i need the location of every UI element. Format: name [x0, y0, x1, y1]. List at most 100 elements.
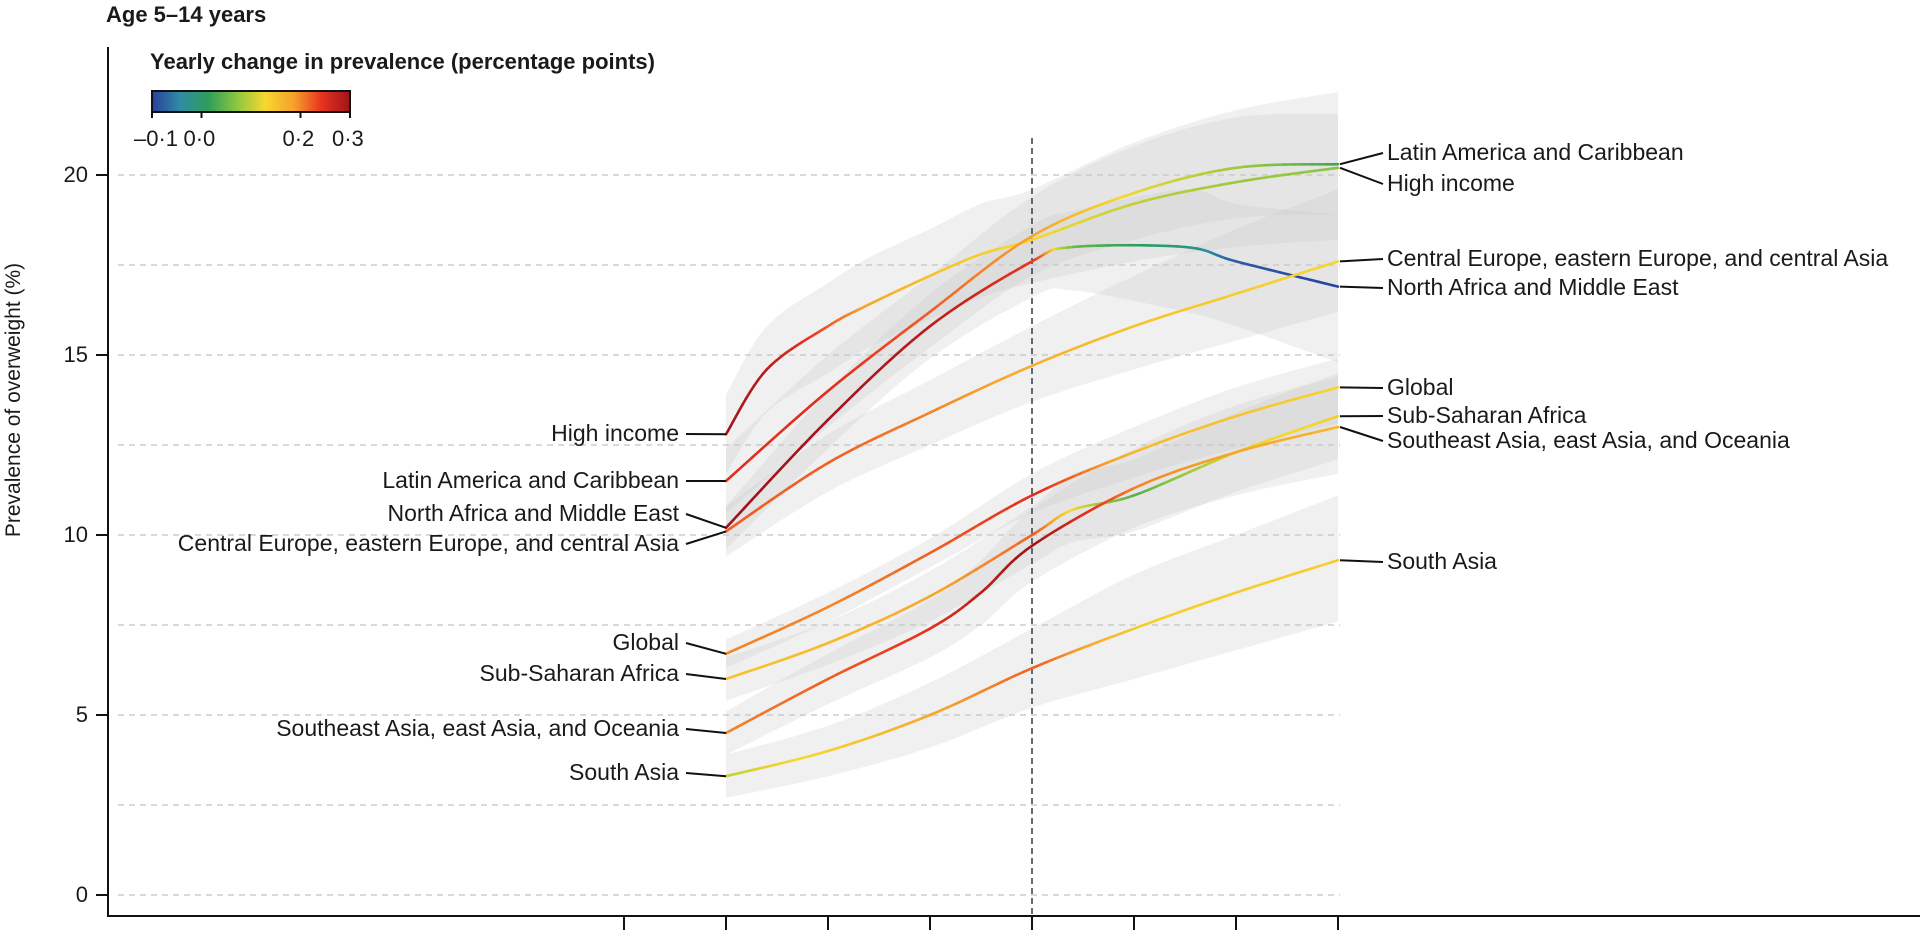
- series-segment: [1282, 274, 1295, 280]
- series-segment: [877, 361, 889, 372]
- series-segment: [1132, 188, 1144, 195]
- series-segment: [1013, 670, 1025, 678]
- series-segment: [798, 754, 812, 760]
- series-segment: [735, 463, 746, 473]
- series-line: [724, 162, 1340, 483]
- series-segment: [1217, 453, 1229, 459]
- series-segment: [759, 478, 772, 492]
- series-segment: [971, 690, 983, 698]
- series-segment: [992, 276, 1004, 285]
- series-segment: [835, 634, 847, 641]
- series-segment: [1331, 414, 1340, 420]
- series-segment: [974, 562, 987, 572]
- series-segment: [1292, 271, 1305, 277]
- series-segment: [835, 452, 847, 460]
- series-segment: [1226, 166, 1238, 171]
- series-segment: [903, 323, 915, 333]
- series-segment: [894, 423, 906, 430]
- series-segment: [1217, 594, 1229, 600]
- series-segment: [1124, 486, 1136, 494]
- series-segment: [860, 583, 872, 591]
- leader-line: [685, 673, 727, 680]
- series-segment: [1192, 187, 1204, 192]
- series-segment: [1217, 182, 1229, 187]
- series-segment: [1087, 504, 1100, 513]
- series-segment: [964, 293, 977, 302]
- series-segment: [886, 611, 898, 619]
- series-segment: [1183, 305, 1195, 311]
- series-segment: [1234, 412, 1247, 418]
- series-segment: [1141, 186, 1153, 192]
- series-segment: [971, 270, 983, 280]
- series-segment: [817, 418, 830, 430]
- uncertainty-band: [726, 189, 1338, 550]
- series-segment: [1209, 420, 1221, 426]
- series-segment: [1166, 435, 1178, 441]
- series-segment: [1301, 567, 1313, 573]
- series-segment: [1272, 575, 1285, 582]
- series-segment: [788, 692, 802, 701]
- series-segment: [1047, 353, 1059, 361]
- series-segment: [945, 399, 957, 406]
- series-segment: [1022, 364, 1034, 371]
- colorbar-ticks: [151, 112, 351, 118]
- series-segment: [1292, 433, 1305, 439]
- series-segment: [954, 395, 966, 402]
- series-segment: [1013, 240, 1025, 249]
- series-segment: [937, 403, 949, 410]
- uncertainty-band: [726, 376, 1338, 755]
- series-segment: [1190, 465, 1202, 473]
- series-segment: [962, 694, 974, 702]
- series-segment: [1078, 217, 1091, 224]
- series-label-right: South Asia: [1387, 548, 1497, 574]
- series-segment: [1158, 472, 1170, 479]
- series-segment: [860, 355, 872, 365]
- series-segment: [1013, 498, 1025, 506]
- series-segment: [1226, 292, 1238, 298]
- series-segment: [1166, 310, 1178, 317]
- series-segment: [1005, 245, 1017, 255]
- series-segment: [1047, 482, 1059, 489]
- series-segment: [826, 382, 838, 393]
- series-segment: [869, 579, 881, 587]
- series-segment: [1107, 197, 1119, 204]
- series-segment: [1013, 368, 1025, 375]
- series-segment: [894, 565, 906, 573]
- series-segment: [1243, 585, 1256, 591]
- series-segment: [1310, 265, 1321, 272]
- series-segment: [1252, 440, 1266, 447]
- y-tick-label: 20: [63, 162, 88, 187]
- series-segment: [1030, 663, 1042, 670]
- series-segment: [1141, 479, 1153, 486]
- series-segment: [1139, 488, 1150, 495]
- series-segment: [1096, 500, 1109, 508]
- series-segment: [1017, 537, 1027, 545]
- series-segment: [1115, 194, 1127, 201]
- series-segment: [1282, 398, 1295, 404]
- series-segment: [1166, 192, 1178, 197]
- series-segment: [1030, 540, 1041, 548]
- series-segment: [1175, 190, 1187, 195]
- series-segment: [798, 648, 812, 655]
- series-segment: [1107, 330, 1119, 337]
- series-label-right: High income: [1387, 170, 1515, 196]
- series-segment: [1030, 360, 1042, 368]
- series-segment: [751, 712, 763, 721]
- series-segment: [1090, 203, 1102, 210]
- series-segment: [1331, 284, 1340, 288]
- leader-line: [685, 530, 727, 545]
- series-segment: [1252, 176, 1266, 181]
- series-segment: [1243, 409, 1256, 415]
- series-segment: [1192, 602, 1204, 609]
- series-segment: [843, 369, 855, 379]
- series-segment: [798, 614, 812, 622]
- series-segment: [1056, 653, 1068, 660]
- series-segment: [852, 362, 864, 372]
- series-lines: [724, 162, 1340, 778]
- series-segment: [928, 590, 940, 598]
- series-segment: [1064, 474, 1076, 481]
- series-segment: [808, 466, 821, 476]
- series-segment: [1272, 400, 1285, 407]
- series-segment: [1005, 502, 1017, 511]
- series-segment: [894, 329, 906, 339]
